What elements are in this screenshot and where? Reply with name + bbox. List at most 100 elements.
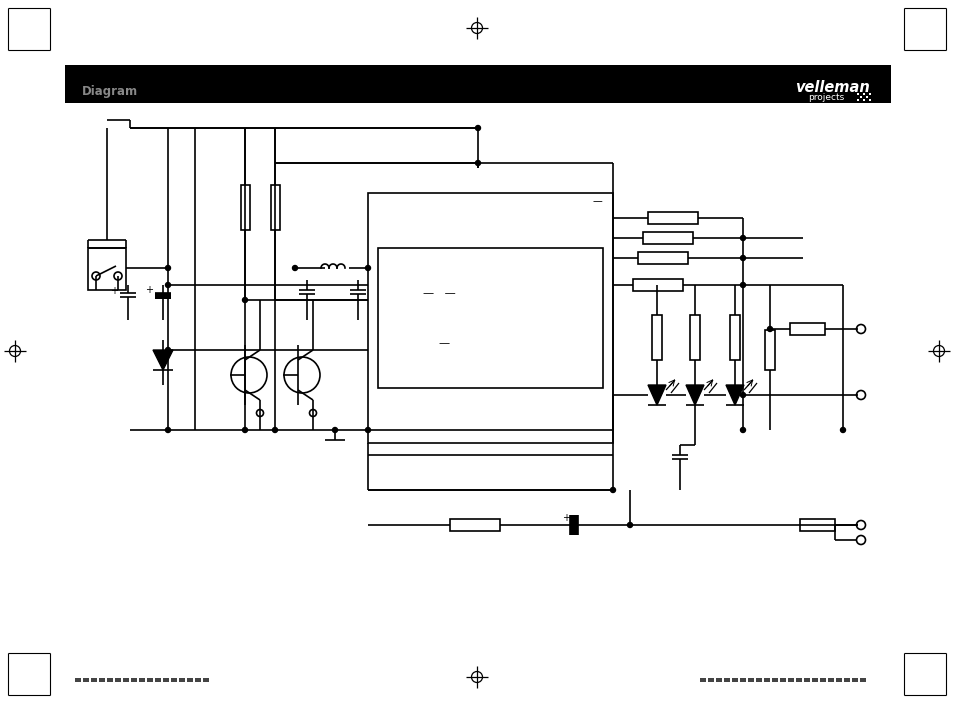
Circle shape [242, 297, 247, 302]
Bar [740, 678, 745, 682]
Bar [729, 315, 740, 360]
Bar [787, 678, 793, 682]
Bar [163, 678, 169, 682]
Bar [99, 678, 105, 682]
Bar [83, 678, 89, 682]
Circle shape [242, 427, 247, 432]
Bar [835, 678, 841, 682]
Bar [131, 678, 137, 682]
Text: —: — [437, 338, 449, 348]
Text: —   —: — — [422, 288, 456, 298]
Text: +: + [561, 513, 569, 523]
Text: —: — [593, 196, 602, 206]
Bar [107, 678, 112, 682]
Bar [689, 315, 700, 360]
Circle shape [365, 427, 370, 432]
Bar [755, 678, 761, 682]
Circle shape [840, 427, 844, 432]
Circle shape [740, 255, 744, 261]
Bar [723, 678, 729, 682]
Bar [88, 248, 126, 290]
Bar [147, 678, 152, 682]
Bar [91, 678, 97, 682]
Circle shape [165, 283, 171, 288]
Bar [859, 678, 865, 682]
Text: +: + [145, 285, 152, 295]
Circle shape [610, 487, 615, 493]
Bar [859, 90, 862, 92]
Bar [647, 212, 698, 224]
Circle shape [475, 126, 480, 131]
Bar [65, 65, 890, 103]
Polygon shape [152, 350, 172, 370]
Bar [377, 248, 602, 388]
Bar [154, 293, 171, 299]
Bar [865, 90, 867, 92]
Bar [820, 678, 825, 682]
Circle shape [293, 266, 297, 271]
Text: projects: projects [807, 93, 843, 101]
Circle shape [333, 427, 337, 432]
Bar [633, 279, 682, 291]
Text: velleman: velleman [794, 79, 869, 94]
Bar [763, 678, 769, 682]
Bar [811, 678, 817, 682]
Bar [75, 678, 81, 682]
Bar [851, 678, 857, 682]
Bar [154, 678, 161, 682]
Bar [241, 185, 250, 230]
Bar [827, 678, 833, 682]
Bar [800, 519, 834, 531]
Circle shape [767, 326, 772, 332]
Bar [865, 96, 867, 98]
Circle shape [740, 427, 744, 432]
Bar [187, 678, 193, 682]
Bar [569, 515, 578, 535]
Circle shape [165, 347, 171, 352]
Circle shape [740, 392, 744, 397]
Bar [862, 93, 864, 95]
Bar [707, 678, 713, 682]
Bar [731, 678, 738, 682]
Bar [780, 678, 785, 682]
Circle shape [365, 266, 370, 271]
Text: Diagram: Diagram [82, 84, 138, 98]
Bar [203, 678, 209, 682]
Bar [859, 96, 862, 98]
Bar [789, 323, 824, 335]
Bar [856, 93, 858, 95]
Polygon shape [685, 385, 703, 405]
Bar [642, 232, 692, 244]
Bar [843, 678, 849, 682]
Bar [651, 315, 661, 360]
Bar [179, 678, 185, 682]
Bar [868, 99, 870, 101]
Bar [123, 678, 129, 682]
Circle shape [740, 236, 744, 240]
Text: +: + [110, 286, 118, 296]
Circle shape [475, 160, 480, 165]
Bar [700, 678, 705, 682]
Circle shape [740, 283, 744, 288]
Bar [638, 252, 687, 264]
Circle shape [273, 427, 277, 432]
Circle shape [627, 522, 632, 527]
Circle shape [165, 427, 171, 432]
Bar [862, 99, 864, 101]
Bar [450, 519, 499, 531]
Bar [868, 93, 870, 95]
Bar [171, 678, 177, 682]
Bar [795, 678, 801, 682]
Bar [139, 678, 145, 682]
Bar [115, 678, 121, 682]
Bar [368, 193, 613, 443]
Bar [747, 678, 753, 682]
Bar [716, 678, 721, 682]
Bar [771, 678, 778, 682]
Circle shape [165, 266, 171, 271]
Bar [194, 678, 201, 682]
Polygon shape [725, 385, 743, 405]
Bar [856, 99, 858, 101]
Bar [764, 330, 774, 370]
Polygon shape [647, 385, 665, 405]
